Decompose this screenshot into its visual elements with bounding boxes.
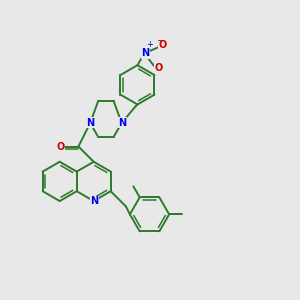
- Text: +: +: [146, 40, 153, 49]
- Text: O: O: [155, 63, 163, 73]
- Text: N: N: [86, 118, 94, 128]
- Text: O: O: [159, 40, 167, 50]
- Text: O: O: [57, 142, 65, 152]
- Text: −: −: [157, 35, 165, 46]
- Text: N: N: [91, 196, 99, 206]
- Text: N: N: [118, 118, 127, 128]
- Text: N: N: [141, 48, 149, 58]
